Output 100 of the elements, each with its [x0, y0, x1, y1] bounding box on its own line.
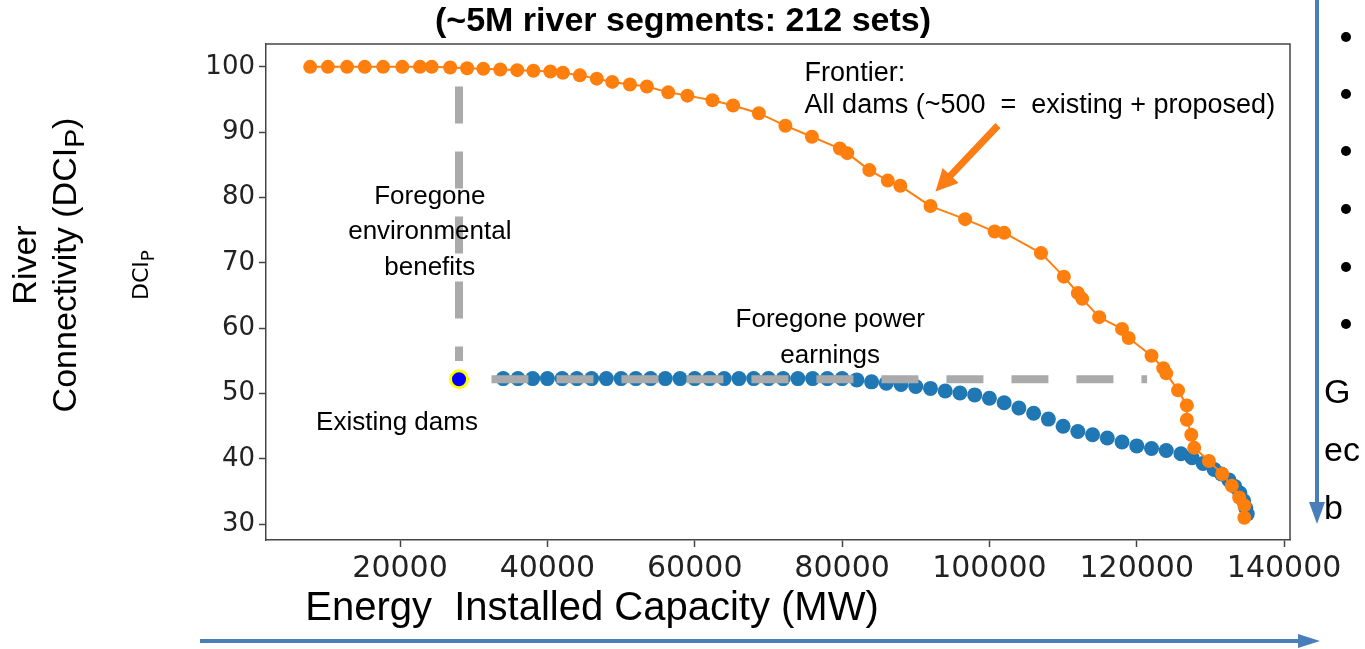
- point: [1085, 427, 1101, 443]
- point: [997, 225, 1012, 240]
- point: [967, 387, 983, 403]
- point: [340, 59, 355, 74]
- text: ec: [1324, 429, 1360, 470]
- point: [622, 77, 637, 92]
- point: [937, 383, 953, 399]
- x-tick-label: 80000: [794, 548, 890, 584]
- point: [320, 59, 335, 74]
- point: [1026, 405, 1042, 421]
- point: [1159, 366, 1174, 381]
- annotation: Frontier: All dams (~500 = existing + proposed): [804, 55, 1276, 121]
- y-tick-label: 40: [221, 441, 255, 472]
- x-tick-label: 120000: [1079, 548, 1195, 584]
- point: [526, 63, 541, 78]
- point: [1075, 291, 1090, 306]
- point: [1184, 427, 1199, 442]
- annotation: Foregone environmental benefits: [347, 178, 513, 283]
- point: [443, 60, 458, 75]
- x-tick-label: 60000: [647, 548, 743, 584]
- point: [412, 59, 427, 74]
- point: [543, 64, 558, 79]
- point: [395, 59, 410, 74]
- point: [778, 118, 793, 133]
- point: [598, 371, 614, 387]
- point: [1034, 246, 1048, 261]
- point: [981, 390, 997, 406]
- y-tick-label: 70: [221, 245, 255, 276]
- point: [1158, 442, 1174, 458]
- annotation: Foregone power earnings: [734, 302, 926, 371]
- y-tick-label: 30: [221, 507, 255, 538]
- text: b: [1324, 487, 1343, 528]
- point: [639, 79, 654, 94]
- point: [1055, 418, 1071, 434]
- point: [460, 61, 475, 76]
- point: [589, 71, 604, 86]
- point: [1224, 478, 1239, 493]
- point: [476, 61, 491, 76]
- point: [1011, 400, 1027, 416]
- x-tick-label: 20000: [352, 548, 448, 584]
- point: [923, 380, 938, 396]
- chart-title: (~5M river segments: 212 sets): [434, 0, 932, 39]
- point: [1179, 412, 1194, 427]
- point: [449, 369, 470, 390]
- point: [996, 395, 1012, 411]
- point: [862, 163, 877, 178]
- point: [731, 371, 747, 387]
- point: [672, 371, 688, 387]
- point: [1179, 398, 1194, 413]
- point: [1144, 348, 1159, 363]
- point: [1056, 269, 1071, 284]
- point: [303, 59, 318, 74]
- point: [893, 178, 908, 193]
- y-tick-label: 50: [221, 376, 255, 407]
- x-tick-label: 100000: [932, 548, 1047, 584]
- point: [1099, 430, 1115, 446]
- point: [790, 371, 806, 387]
- point: [539, 371, 555, 387]
- point: [424, 59, 439, 74]
- point: [605, 74, 620, 89]
- point: [572, 68, 587, 83]
- point: [357, 59, 372, 74]
- point: [923, 199, 938, 214]
- point: [1092, 310, 1107, 325]
- point: [726, 98, 741, 113]
- annotation: Existing dams: [316, 406, 478, 438]
- point: [555, 65, 570, 80]
- point: [1187, 440, 1202, 455]
- y-tick-label: 60: [221, 311, 255, 342]
- point: [1171, 383, 1186, 398]
- point: [705, 93, 720, 108]
- point: [1121, 331, 1136, 346]
- point: [1144, 441, 1159, 457]
- point: [493, 62, 508, 77]
- point: [376, 59, 391, 74]
- point: [1129, 438, 1145, 454]
- point: [1115, 321, 1130, 336]
- x-tick-label: 40000: [499, 548, 596, 584]
- point: [1114, 434, 1130, 450]
- point: [1040, 411, 1056, 427]
- point: [952, 385, 968, 401]
- point: [1237, 510, 1252, 525]
- x-axis-title: Energy Installed Capacity (MW): [305, 584, 879, 629]
- text: G: [1324, 371, 1351, 412]
- y-tick-label: 100: [205, 49, 255, 80]
- point: [864, 374, 880, 390]
- point: [880, 173, 895, 188]
- point: [751, 106, 766, 121]
- point: [840, 146, 855, 161]
- y-tick-label: 80: [221, 180, 255, 211]
- point: [661, 85, 676, 100]
- point: [1201, 453, 1216, 468]
- point: [657, 371, 673, 387]
- y-tick-label: 90: [221, 114, 255, 145]
- point: [804, 129, 819, 144]
- point: [680, 88, 695, 103]
- point: [1070, 424, 1086, 440]
- x-tick-label: 140000: [1226, 548, 1342, 584]
- point: [510, 63, 525, 78]
- point: [958, 212, 973, 227]
